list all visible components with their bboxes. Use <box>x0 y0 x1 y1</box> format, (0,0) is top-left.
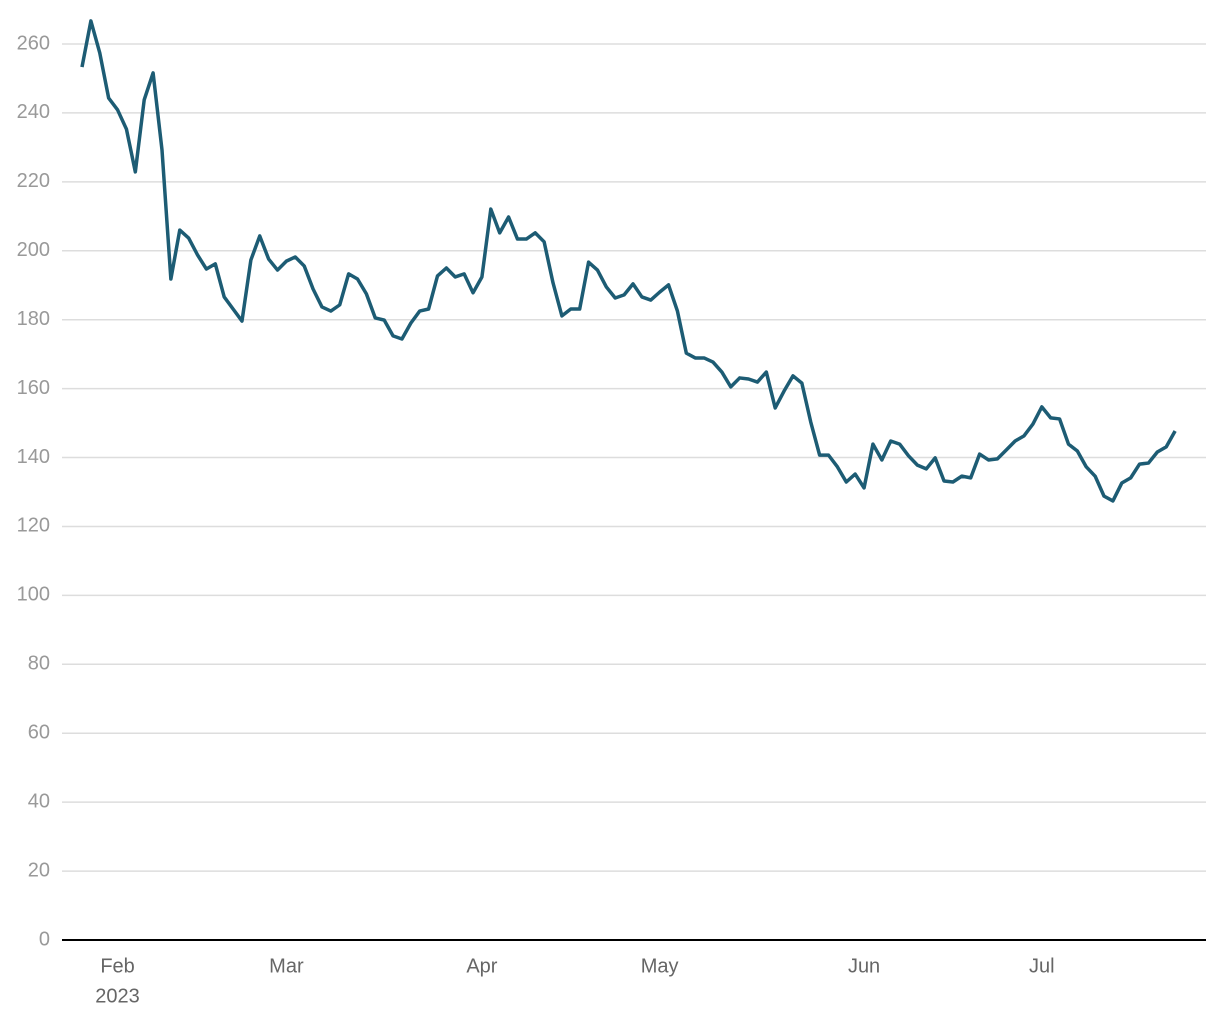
y-tick-label: 0 <box>39 928 50 950</box>
y-tick-label: 100 <box>17 584 50 606</box>
x-year-label: 2023 <box>95 985 140 1007</box>
x-tick-label: Feb <box>100 955 134 977</box>
x-tick-label: Mar <box>269 955 304 977</box>
y-tick-label: 200 <box>17 239 50 261</box>
y-tick-label: 20 <box>28 859 50 881</box>
price-line <box>80 19 1177 503</box>
x-tick-label: May <box>641 955 679 977</box>
x-tick-label: Apr <box>466 955 497 977</box>
y-tick-label: 60 <box>28 722 50 744</box>
y-tick-label: 140 <box>17 446 50 468</box>
x-tick-label: Jun <box>848 955 880 977</box>
y-tick-label: 220 <box>17 170 50 192</box>
y-tick-label: 260 <box>17 32 50 54</box>
y-tick-label: 240 <box>17 101 50 123</box>
y-tick-label: 160 <box>17 377 50 399</box>
x-tick-label: Jul <box>1029 955 1055 977</box>
y-tick-label: 180 <box>17 308 50 330</box>
y-tick-label: 80 <box>28 653 50 675</box>
y-tick-label: 40 <box>28 790 50 812</box>
y-tick-label: 120 <box>17 515 50 537</box>
